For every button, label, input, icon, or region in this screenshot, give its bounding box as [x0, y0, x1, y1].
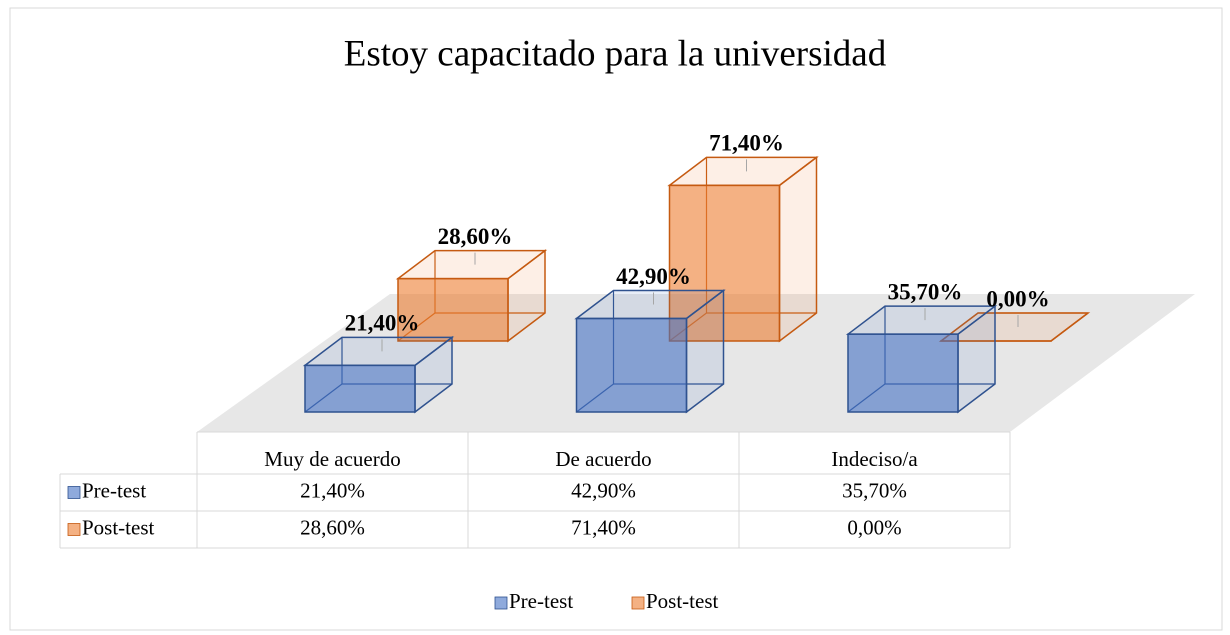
legend-key: [631, 596, 645, 610]
data-label: 0,00%: [986, 286, 1049, 311]
bar: [847, 333, 959, 413]
bar: [304, 364, 416, 413]
bar-box: [302, 335, 455, 414]
table-cell: 35,70%: [842, 478, 907, 502]
legend-label: Pre-test: [509, 589, 573, 613]
bar: [575, 317, 688, 413]
table-cell: 42,90%: [571, 478, 636, 502]
legend-key: [494, 596, 508, 610]
bar-box: [574, 288, 726, 414]
bar: [397, 277, 509, 342]
table-header: Muy de acuerdo: [264, 447, 400, 471]
table-header: De acuerdo: [555, 447, 651, 471]
bar-side: [778, 155, 818, 343]
bar-box: [395, 249, 548, 343]
table-cell: 28,60%: [300, 515, 365, 539]
table-cell: 0,00%: [847, 515, 901, 539]
data-label: 35,70%: [888, 279, 963, 304]
table-legend-key: [67, 523, 81, 536]
legend-label: Post-test: [646, 589, 719, 613]
chart-title: Estoy capacitado para la universidad: [344, 33, 887, 74]
table-legend-key: [67, 486, 81, 499]
data-label: 71,40%: [709, 131, 784, 156]
table-header: Indeciso/a: [831, 447, 918, 471]
table-row-label: Post-test: [82, 515, 155, 539]
table-cell: 71,40%: [571, 515, 636, 539]
bar-box: [667, 155, 819, 343]
data-label: 28,60%: [438, 224, 513, 249]
bar-box: [845, 304, 998, 414]
table-cell: 21,40%: [300, 478, 365, 502]
bar: [668, 184, 781, 342]
data-label: 21,40%: [345, 311, 420, 336]
data-label: 42,90%: [616, 264, 691, 289]
table-row-label: Pre-test: [82, 478, 146, 502]
